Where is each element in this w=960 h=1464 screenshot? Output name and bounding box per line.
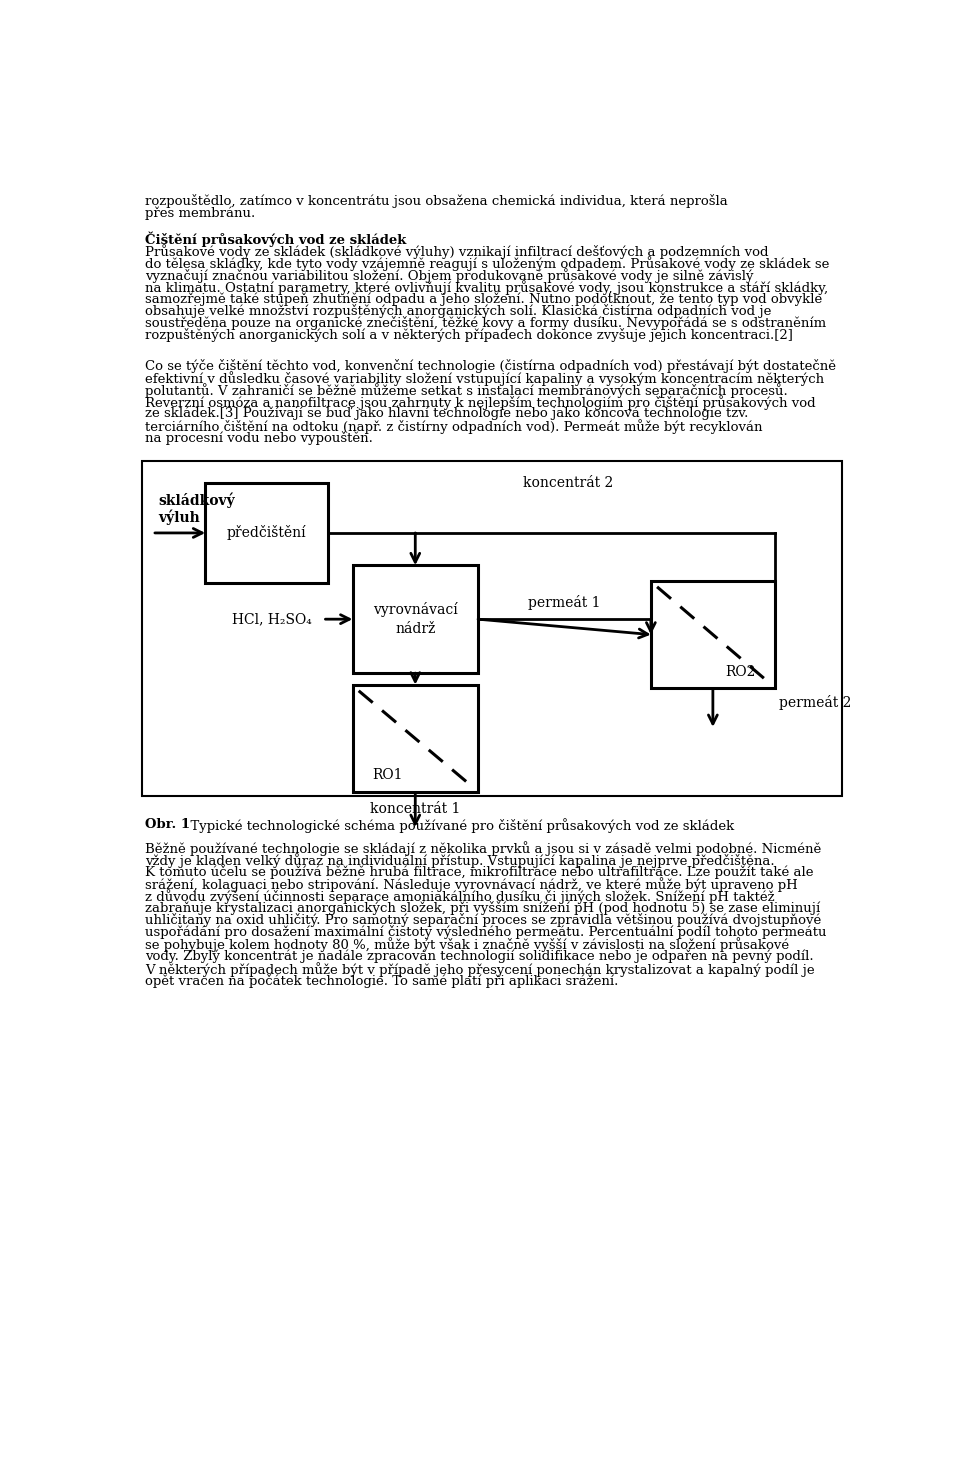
Text: samozřejmě také stupeň zhutnění odpadu a jeho složení. Nutno podotknout, že tent: samozřejmě také stupeň zhutnění odpadu a… [145, 293, 822, 306]
Text: terciárního čištění na odtoku (např. z čistírny odpadních vod). Permeát může být: terciárního čištění na odtoku (např. z č… [145, 419, 762, 433]
Text: nádrž: nádrž [396, 622, 436, 637]
Text: zabraňuje krystalizaci anorganických složek, při vyšším snížení pH (pod hodnotu : zabraňuje krystalizaci anorganických slo… [145, 902, 820, 915]
Bar [651, 581, 775, 688]
Text: z důvodu zvýšení účinnosti separace amoniakálního dusíku či jiných složek. Sníže: z důvodu zvýšení účinnosti separace amon… [145, 889, 775, 905]
Text: V některých případech může být v případě jeho přesycení ponechán krystalizovat a: V některých případech může být v případě… [145, 962, 814, 976]
Text: se pohybuje kolem hodnoty 80 %, může být však i značně vyšší v závislosti na slo: se pohybuje kolem hodnoty 80 %, může být… [145, 937, 789, 953]
Text: Co se týče čištění těchto vod, konvenční technologie (čistírna odpadních vod) př: Co se týče čištění těchto vod, konvenční… [145, 359, 836, 372]
Text: K tomuto účelu se používá běžně hrubá filtrace, mikrofiltrace nebo ultrafiltrace: K tomuto účelu se používá běžně hrubá fi… [145, 865, 813, 878]
Text: obsahuje velké množství rozpuštěných anorganických solí. Klasická čistírna odpad: obsahuje velké množství rozpuštěných ano… [145, 305, 771, 318]
Text: RO1: RO1 [372, 769, 402, 782]
Text: Běžně používané technologie se skládají z několika prvků a jsou si v zásadě velm: Běžně používané technologie se skládají … [145, 840, 821, 855]
Text: opět vracen na počátek technologie. To samé platí při aplikaci srážení.: opět vracen na počátek technologie. To s… [145, 974, 618, 988]
Text: soustředěna pouze na organické znečištění, těžké kovy a formy dusíku. Nevypořádá: soustředěna pouze na organické znečištěn… [145, 316, 826, 331]
Text: koncentrát 1: koncentrát 1 [371, 802, 461, 817]
Text: do tělesa skládky, kde tyto vody vzájemně reagují s uloženým odpadem. Průsakové : do tělesa skládky, kde tyto vody vzájemn… [145, 256, 829, 271]
Text: RO2: RO2 [725, 665, 756, 678]
Text: uspořádání pro dosažení maximální čistoty výsledného permeátu. Percentuální podí: uspořádání pro dosažení maximální čistot… [145, 925, 827, 940]
Text: rozpouštědlo, zatímco v koncentrátu jsou obsažena chemická individua, která nepr: rozpouštědlo, zatímco v koncentrátu jsou… [145, 195, 728, 208]
Text: uhličitany na oxid uhličitý. Pro samotný separační proces se zpravidla většinou : uhličitany na oxid uhličitý. Pro samotný… [145, 914, 821, 927]
Bar [352, 565, 478, 673]
Text: Reverzní osmóza a nanofiltrace jsou zahrnuty k nejlepším technologiím pro čištěn: Reverzní osmóza a nanofiltrace jsou zahr… [145, 395, 815, 410]
Text: vody. Zbylý koncentrát je nadále zpracován technologií solidifikace nebo je odpa: vody. Zbylý koncentrát je nadále zpracov… [145, 950, 813, 963]
Text: srážení, kolaguaci nebo stripování. Následuje vyrovnávací nádrž, ve které může b: srážení, kolaguaci nebo stripování. Násl… [145, 877, 798, 892]
Text: vždy je kladen velký důraz na individuální přístup. Vstupující kapalina je nejpr: vždy je kladen velký důraz na individuál… [145, 854, 775, 868]
Text: vyrovnávací: vyrovnávací [372, 602, 458, 616]
Text: na klimatu. Ostatní parametry, které ovlivňují kvalitu průsakové vody, jsou kons: na klimatu. Ostatní parametry, které ovl… [145, 280, 828, 294]
Text: Obr. 1: Obr. 1 [145, 818, 190, 832]
Text: na procesní vodu nebo vypouštěn.: na procesní vodu nebo vypouštěn. [145, 430, 372, 445]
Text: polutantů. V zahraničí se běžně můžeme setkat s instalací membránových separační: polutantů. V zahraničí se běžně můžeme s… [145, 382, 787, 398]
Text: rozpuštěných anorganických solí a v některých případech dokonce zvyšuje jejich k: rozpuštěných anorganických solí a v někt… [145, 328, 793, 343]
Text: vyznačují značnou variabilitou složení. Objem produkované průsakové vody je siln: vyznačují značnou variabilitou složení. … [145, 268, 754, 283]
Bar [205, 483, 327, 583]
Text: permeát 1: permeát 1 [528, 594, 601, 609]
Text: koncentrát 2: koncentrát 2 [523, 476, 613, 490]
Text: Průsakové vody ze skládek (skládkové výluhy) vznikají infiltrací dešťových a pod: Průsakové vody ze skládek (skládkové výl… [145, 243, 768, 259]
Text: HCl, H₂SO₄: HCl, H₂SO₄ [232, 612, 312, 627]
Text: Čištění průsakových vod ze skládek: Čištění průsakových vod ze skládek [145, 231, 406, 247]
Text: předčištění: předčištění [227, 526, 306, 540]
Text: skládkový: skládkový [158, 492, 235, 508]
Text: permeát 2: permeát 2 [779, 695, 852, 710]
Text: efektivní v důsledku časové variability složení vstupující kapaliny a vysokým ko: efektivní v důsledku časové variability … [145, 370, 824, 385]
Text: výluh: výluh [158, 509, 201, 524]
Text: Typické technologické schéma používané pro čištění průsakových vod ze skládek: Typické technologické schéma používané p… [182, 818, 734, 833]
Bar [142, 461, 842, 796]
Text: přes membránu.: přes membránu. [145, 206, 255, 220]
Bar [352, 685, 478, 792]
Text: ze skládek.[3] Používají se buď jako hlavní technologie nebo jako koncová techno: ze skládek.[3] Používají se buď jako hla… [145, 407, 748, 420]
